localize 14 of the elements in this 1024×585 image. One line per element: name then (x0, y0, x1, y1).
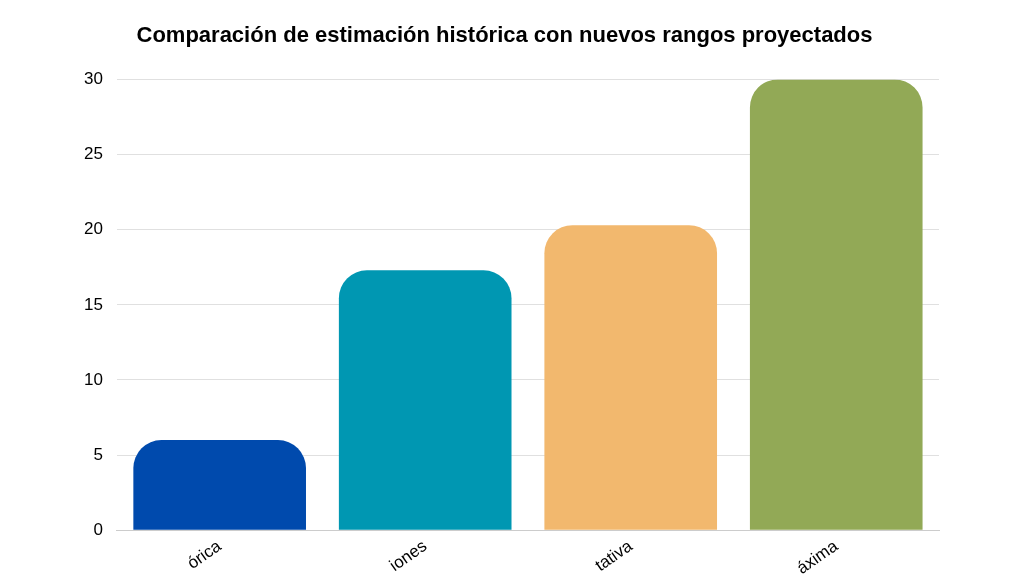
y-tick-label: 25 (83, 144, 103, 164)
y-tick-label: 15 (83, 294, 103, 314)
bar (544, 225, 718, 530)
y-tick-label: 20 (83, 219, 103, 239)
bar (133, 440, 306, 530)
y-tick-label: 30 (83, 69, 103, 89)
bar (749, 79, 923, 530)
y-tick-label: 0 (93, 519, 103, 539)
bar (338, 270, 512, 530)
y-tick-label: 10 (83, 369, 103, 389)
x-tick-label: tativa (591, 535, 637, 576)
y-tick-label: 5 (93, 444, 103, 464)
x-tick-label: órica (183, 535, 226, 573)
chart-title: Comparación de estimación histórica con nuevos rangos proyectados (136, 22, 873, 48)
